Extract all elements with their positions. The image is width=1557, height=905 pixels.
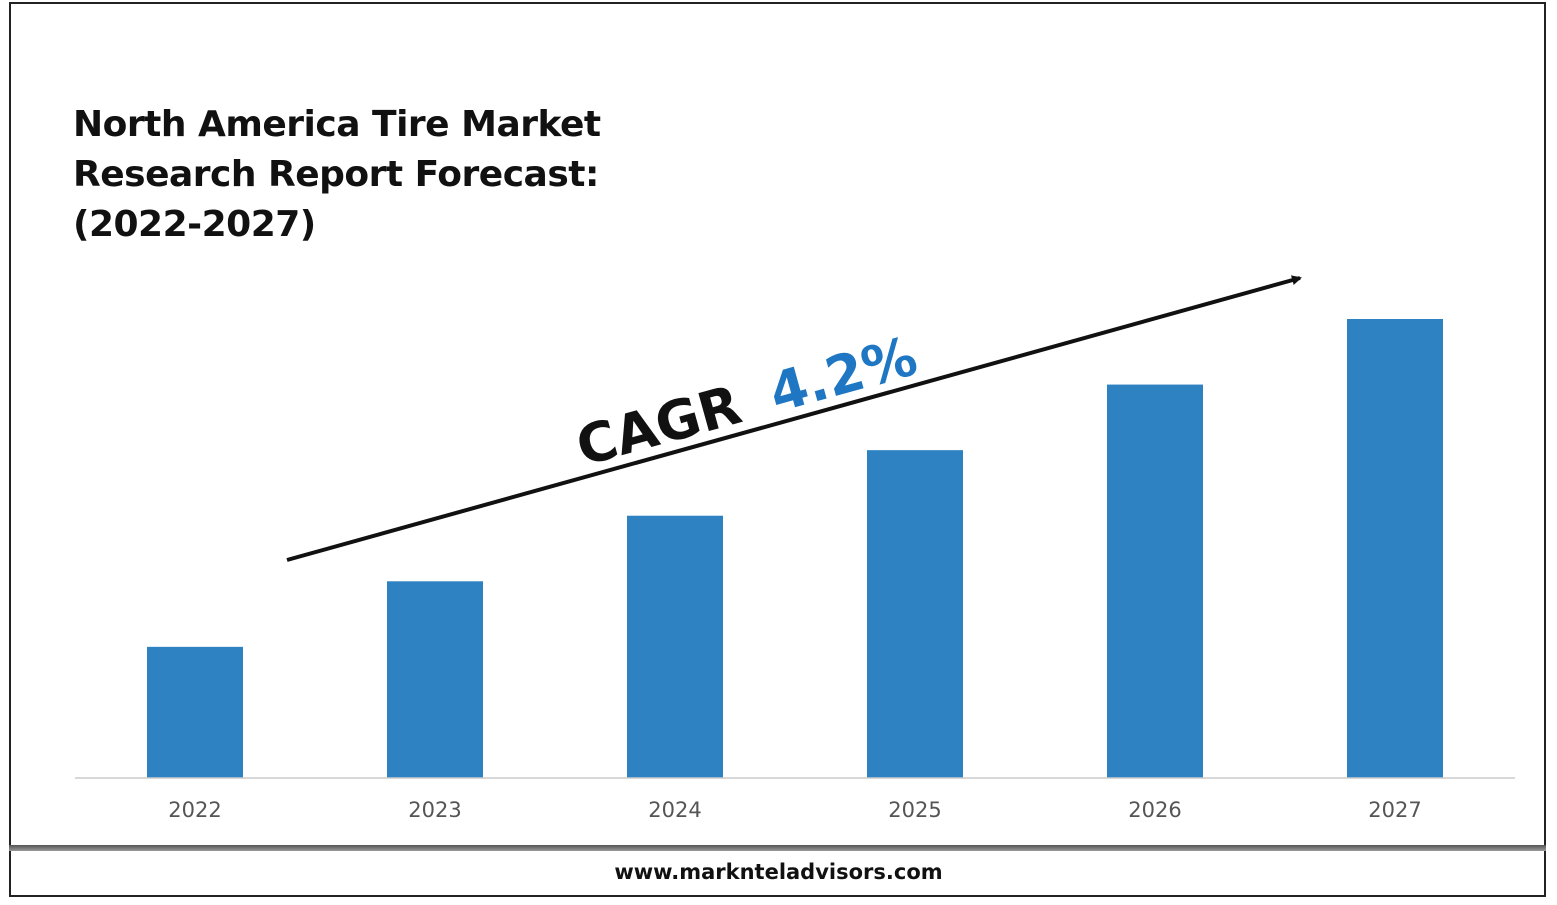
- footer-divider: [9, 845, 1546, 851]
- x-tick-2023: 2023: [408, 798, 461, 822]
- x-tick-labels: 2022 2023 2024 2025 2026 2027: [168, 798, 1421, 822]
- title-line-3: (2022-2027): [73, 204, 316, 245]
- bar-2025: [867, 450, 963, 778]
- x-tick-2024: 2024: [648, 798, 701, 822]
- x-tick-2022: 2022: [168, 798, 221, 822]
- bar-2022: [147, 646, 243, 778]
- bar-2024: [627, 515, 723, 778]
- x-tick-2027: 2027: [1368, 798, 1421, 822]
- cagr-value: 4.2%: [762, 324, 923, 425]
- bar-2026: [1107, 384, 1203, 778]
- cagr-trend-arrow: [286, 275, 1302, 562]
- title-line-2: Research Report Forecast:: [73, 154, 599, 195]
- bar-2027: [1347, 319, 1443, 778]
- bar-group: [147, 319, 1443, 778]
- cagr-label: CAGR: [570, 373, 748, 478]
- x-tick-2025: 2025: [888, 798, 941, 822]
- chart-title: North America Tire Market Research Repor…: [73, 100, 693, 250]
- title-line-1: North America Tire Market: [73, 104, 601, 145]
- website-link[interactable]: www.marknteladvisors.com: [614, 860, 943, 884]
- chart-frame: [9, 2, 1546, 897]
- x-tick-2026: 2026: [1128, 798, 1181, 822]
- bar-2023: [387, 581, 483, 778]
